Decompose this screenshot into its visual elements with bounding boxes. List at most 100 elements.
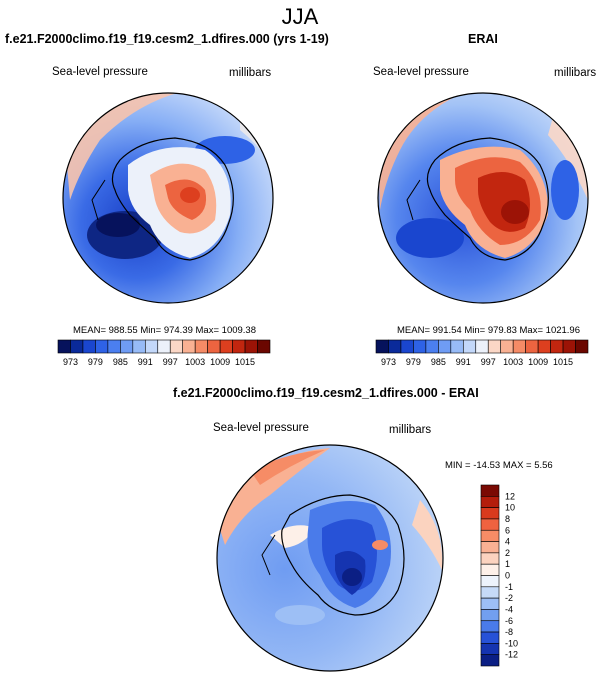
panel-2-colorbar-tick-label: 973 xyxy=(381,357,396,367)
panel-1-variable-label: Sea-level pressure xyxy=(52,66,148,78)
panel-3-colorbar-swatch xyxy=(480,563,500,576)
panel-2-colorbar-swatch xyxy=(400,339,414,354)
panel-3-colorbar-tick-label: -2 xyxy=(505,593,513,603)
panel-2-colorbar-swatch xyxy=(562,339,576,354)
panel-3-colorbar-tick-label: 8 xyxy=(505,514,510,524)
panel-3-units-label: millibars xyxy=(389,424,432,436)
panel-3-colorbar-swatch xyxy=(480,507,500,520)
panel-1-stats: MEAN= 988.55 Min= 974.39 Max= 1009.38 xyxy=(73,325,256,336)
panel-2-colorbar-swatch xyxy=(413,339,427,354)
panel-3-colorbar-swatch xyxy=(480,529,500,542)
panel-3-stats: MIN = -14.53 MAX = 5.56 xyxy=(445,460,553,471)
panel-3-title: f.e21.F2000climo.f19_f19.cesm2_1.dfires.… xyxy=(173,386,479,400)
panel-2-colorbar-tick-label: 1015 xyxy=(553,357,573,367)
panel-2-colorbar-tick-label: 1009 xyxy=(528,357,548,367)
panel-1-colorbar-tick-label: 991 xyxy=(138,357,153,367)
panel-1-colorbar-swatch xyxy=(257,339,271,354)
panel-2-colorbar-swatch xyxy=(475,339,489,354)
panel-2-colorbar-swatch xyxy=(462,339,477,354)
panel-1-colorbar-swatch xyxy=(95,339,109,354)
panel-3-colorbar-swatch xyxy=(480,575,500,588)
panel-1-colorbar-tick-label: 997 xyxy=(163,357,178,367)
panel-3-colorbar-swatch xyxy=(480,631,500,644)
panel-1-colorbar-swatch xyxy=(157,339,171,354)
panel-2-colorbar-swatch xyxy=(537,339,551,354)
panel-2-colorbar-tick-label: 991 xyxy=(456,357,471,367)
panel-1-colorbar-swatch xyxy=(132,339,146,354)
panel-1-colorbar-swatch xyxy=(144,339,159,354)
panel-3-colorbar-swatch xyxy=(480,609,500,622)
panel-1-colorbar-tick-label: 973 xyxy=(63,357,78,367)
panel-3-colorbar-swatch xyxy=(480,496,500,508)
panel-2-colorbar-swatch xyxy=(375,339,389,354)
panel-1-colorbar-swatch xyxy=(82,339,96,354)
panel-3-colorbar-tick-label: 6 xyxy=(505,525,510,535)
panel-1-colorbar-swatch xyxy=(182,339,196,354)
panel-3-colorbar-tick-label: 2 xyxy=(505,548,510,558)
panel-1-map xyxy=(62,92,274,304)
panel-2-colorbar-swatch xyxy=(575,339,589,354)
panel-2-colorbar-tick-label: 1003 xyxy=(503,357,523,367)
panel-1-colorbar-swatch xyxy=(70,339,84,354)
panel-3-colorbar-tick-label: -8 xyxy=(505,627,513,637)
panel-2-colorbar-swatch xyxy=(450,339,464,354)
panel-1-colorbar-tick-label: 1003 xyxy=(185,357,205,367)
panel-2-stats: MEAN= 991.54 Min= 979.83 Max= 1021.96 xyxy=(397,325,580,336)
panel-3-colorbar-tick-label: -1 xyxy=(505,582,513,592)
panel-2-colorbar: 973 979 985 991 997 1003 1009 1015 xyxy=(375,339,589,367)
panel-1-colorbar-swatch xyxy=(169,339,184,354)
panel-3-colorbar-swatch xyxy=(480,643,500,655)
panel-3-coastline xyxy=(281,494,405,616)
panel-3-colorbar-swatch xyxy=(480,597,500,610)
panel-3-colorbar-tick-label: 1 xyxy=(505,559,510,569)
panel-1-colorbar-swatch xyxy=(244,339,258,354)
panel-2-low-center xyxy=(396,218,464,258)
panel-3-colorbar-tick-label: 12 xyxy=(505,491,515,501)
panel-1-colorbar-tick-label: 985 xyxy=(113,357,128,367)
panel-1-title: f.e21.F2000climo.f19_f19.cesm2_1.dfires.… xyxy=(5,32,329,46)
panel-2-map xyxy=(377,92,589,304)
panel-3-colorbar-swatch xyxy=(480,620,500,633)
panel-2-title: ERAI xyxy=(468,32,498,46)
panel-2-colorbar-swatch xyxy=(525,339,539,354)
panel-1-colorbar-tick-label: 1015 xyxy=(235,357,255,367)
panel-1-colorbar-swatch xyxy=(120,339,134,354)
panel-3-colorbar-swatch xyxy=(480,654,500,667)
panel-1-colorbar-swatch xyxy=(107,339,121,354)
figure-title: JJA xyxy=(281,4,319,29)
panel-2-colorbar-tick-label: 997 xyxy=(481,357,496,367)
panel-3-colorbar-tick-label: 0 xyxy=(505,571,510,581)
panel-2-colorbar-swatch xyxy=(388,339,402,354)
panel-1-colorbar-swatch xyxy=(219,339,233,354)
panel-3-colorbar-tick-label: -10 xyxy=(505,638,518,648)
panel-2-coastline xyxy=(426,137,549,261)
panel-3-colorbar-swatch xyxy=(480,586,500,599)
panel-1-units-label: millibars xyxy=(229,67,272,79)
panel-3-colorbar-swatch xyxy=(480,552,500,565)
panel-1-coastline xyxy=(111,137,234,261)
panel-3-colorbar-swatch xyxy=(480,541,500,554)
panel-3-variable-label: Sea-level pressure xyxy=(213,422,309,434)
panel-1-colorbar-swatch xyxy=(194,339,208,354)
panel-3-colorbar-tick-label: -6 xyxy=(505,616,513,626)
panel-1-colorbar-swatch xyxy=(207,339,221,354)
panel-2-colorbar-swatch xyxy=(512,339,526,354)
panel-1-colorbar-tick-label: 1009 xyxy=(210,357,230,367)
panel-3-map xyxy=(216,444,444,672)
panel-3-colorbar-tick-label: -4 xyxy=(505,604,513,614)
panel-3-colorbar-tick-label: 4 xyxy=(505,537,510,547)
panel-1-colorbar: 973 979 985 991 997 1003 1009 1015 xyxy=(57,339,271,367)
panel-3-colorbar-swatch xyxy=(480,484,500,497)
panel-2-colorbar-swatch xyxy=(487,339,502,354)
panel-2-variable-label: Sea-level pressure xyxy=(373,66,469,78)
panel-3-colorbar-tick-label: -12 xyxy=(505,650,518,660)
panel-2-colorbar-tick-label: 985 xyxy=(431,357,446,367)
panel-2-units-label: millibars xyxy=(554,67,597,79)
panel-1-colorbar-swatch xyxy=(232,339,246,354)
panel-2-colorbar-swatch xyxy=(550,339,564,354)
panel-2-colorbar-swatch xyxy=(500,339,514,354)
panel-2-colorbar-swatch xyxy=(438,339,452,354)
panel-1-colorbar-tick-label: 979 xyxy=(88,357,103,367)
